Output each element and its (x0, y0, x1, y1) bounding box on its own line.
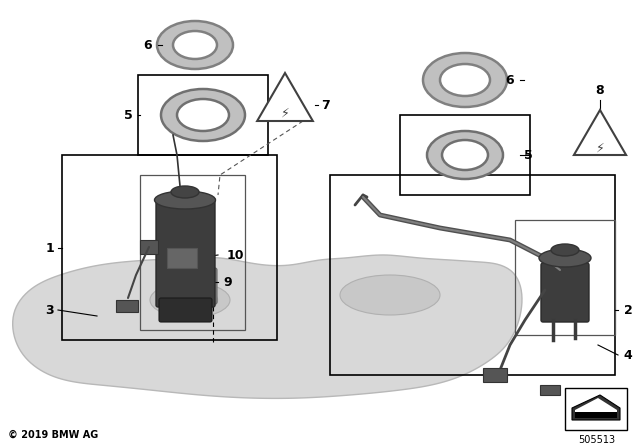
Bar (116, 300, 138, 312)
FancyBboxPatch shape (156, 198, 215, 307)
Ellipse shape (539, 249, 591, 267)
Text: 6: 6 (506, 73, 515, 86)
Polygon shape (574, 110, 626, 155)
Text: ⚡: ⚡ (596, 142, 604, 155)
Ellipse shape (340, 275, 440, 315)
Bar (140, 240, 158, 254)
FancyBboxPatch shape (158, 268, 217, 304)
Bar (167, 248, 197, 268)
Ellipse shape (157, 21, 233, 69)
Ellipse shape (161, 89, 245, 141)
Text: 2: 2 (623, 303, 632, 316)
Ellipse shape (423, 53, 507, 107)
Bar (575, 412, 617, 418)
Ellipse shape (150, 283, 230, 318)
Ellipse shape (163, 288, 218, 313)
Text: 4: 4 (623, 349, 632, 362)
Bar (400, 115, 530, 195)
Text: 8: 8 (596, 83, 604, 96)
Text: © 2019 BMW AG: © 2019 BMW AG (8, 430, 99, 440)
Bar (140, 175, 245, 330)
Ellipse shape (171, 186, 199, 198)
Bar (483, 368, 507, 382)
Ellipse shape (177, 99, 229, 131)
Bar (515, 220, 615, 335)
Text: 7: 7 (321, 99, 330, 112)
Bar (565, 388, 627, 430)
Text: 9: 9 (224, 276, 232, 289)
Text: 505513: 505513 (579, 435, 616, 445)
Bar (62, 155, 277, 340)
Text: 10: 10 (227, 249, 244, 262)
Ellipse shape (154, 191, 216, 209)
Bar (330, 175, 615, 375)
FancyBboxPatch shape (159, 298, 212, 322)
Ellipse shape (173, 31, 217, 59)
Text: ⚡: ⚡ (280, 107, 289, 120)
FancyBboxPatch shape (541, 263, 589, 322)
Bar (540, 385, 560, 395)
Ellipse shape (551, 244, 579, 256)
Text: 1: 1 (45, 241, 54, 254)
Polygon shape (575, 398, 617, 418)
Polygon shape (257, 73, 313, 121)
Text: 6: 6 (144, 39, 152, 52)
Text: 3: 3 (45, 303, 54, 316)
Polygon shape (572, 395, 620, 420)
Ellipse shape (427, 131, 503, 179)
Ellipse shape (442, 140, 488, 170)
Bar (138, 75, 268, 155)
Text: 5: 5 (524, 148, 532, 161)
Polygon shape (13, 255, 522, 398)
Text: 5: 5 (124, 108, 132, 121)
Ellipse shape (440, 64, 490, 96)
